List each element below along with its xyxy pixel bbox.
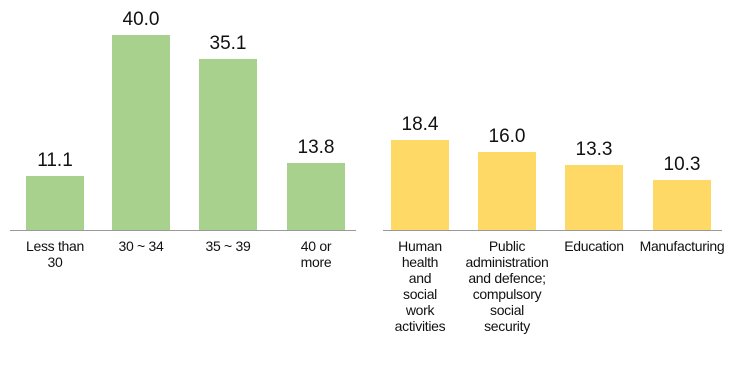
value-label: 11.1 (37, 149, 73, 171)
value-label: 16.0 (488, 126, 526, 148)
bar (26, 175, 84, 230)
bar (391, 140, 449, 230)
bar (653, 179, 711, 230)
bar (112, 35, 170, 230)
value-label: 40.0 (122, 9, 160, 31)
bar (199, 59, 257, 230)
category-label: Less than 30 (25, 238, 84, 270)
axis-line (383, 230, 722, 231)
category-label: Education (564, 238, 624, 254)
category-label: 35 ~ 39 (205, 238, 251, 254)
value-label: 10.3 (663, 153, 701, 175)
category-label: 40 or more (300, 238, 332, 270)
value-label: 13.3 (575, 139, 613, 161)
category-label: Public administration and defence; compu… (465, 238, 549, 334)
bar (287, 162, 345, 230)
bar (565, 165, 623, 230)
category-label: Human health and social work activities (394, 238, 446, 334)
value-label: 18.4 (401, 114, 439, 136)
category-label: 30 ~ 34 (118, 238, 164, 254)
category-label: Manufacturing (639, 238, 725, 254)
value-label: 35.1 (209, 33, 247, 55)
value-label: 13.8 (297, 136, 335, 158)
bar (478, 152, 536, 230)
axis-line (10, 230, 356, 231)
